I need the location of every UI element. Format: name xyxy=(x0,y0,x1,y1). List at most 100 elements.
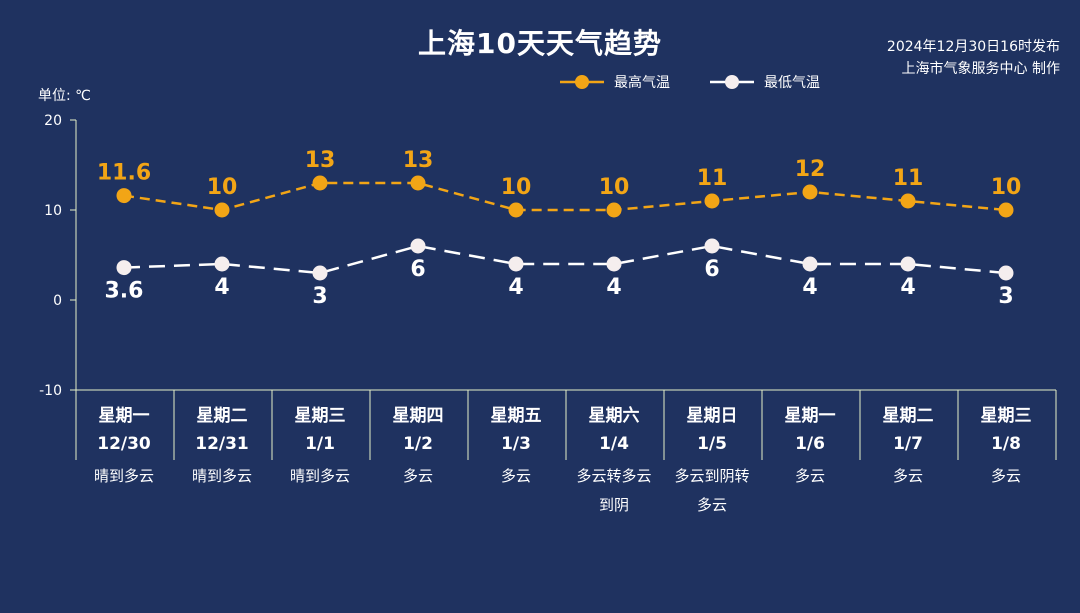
y-tick-label: 20 xyxy=(44,113,62,129)
data-label-low: 4 xyxy=(606,275,621,300)
x-tick-date: 1/5 xyxy=(697,434,727,454)
legend-low-swatch xyxy=(710,75,754,89)
x-tick-date: 12/31 xyxy=(195,434,249,454)
point-low xyxy=(410,238,426,254)
data-label-high: 10 xyxy=(991,175,1022,200)
legend-high-label: 最高气温 xyxy=(614,75,670,91)
weather-text: 多云 xyxy=(892,467,923,485)
data-label-high: 11 xyxy=(697,166,728,191)
x-tick-weekday: 星期一 xyxy=(784,406,836,426)
point-low xyxy=(312,265,328,281)
day-column: 星期二 1/7 多云 xyxy=(860,402,956,491)
y-tick-label: 0 xyxy=(53,293,62,309)
point-high xyxy=(802,184,818,200)
point-low xyxy=(606,256,622,272)
y-tick-label: 10 xyxy=(44,203,62,219)
x-tick-weekday: 星期一 xyxy=(98,406,150,426)
x-tick-weekday: 星期四 xyxy=(392,406,444,426)
weather-text: 晴到多云 xyxy=(93,467,154,485)
point-high xyxy=(312,175,328,191)
weather-text: 多云 xyxy=(794,467,825,485)
data-label-low: 3 xyxy=(998,284,1013,309)
data-label-low: 4 xyxy=(900,275,915,300)
data-label-low: 3.6 xyxy=(105,279,144,304)
legend-high-swatch xyxy=(560,75,604,89)
page-title: 上海10天天气趋势 xyxy=(418,27,662,60)
unit-label: 单位: ℃ xyxy=(38,88,91,104)
legend-low-label: 最低气温 xyxy=(764,75,820,91)
legend-item-high: 最高气温 xyxy=(560,72,670,92)
day-column: 星期四 1/2 多云 xyxy=(370,402,466,491)
data-label-low: 6 xyxy=(410,257,425,282)
day-column: 星期日 1/5 多云到阴转多云 xyxy=(664,402,760,520)
point-low xyxy=(998,265,1014,281)
data-label-low: 4 xyxy=(508,275,523,300)
data-label-high: 12 xyxy=(795,157,826,182)
x-tick-date: 1/4 xyxy=(599,434,629,454)
day-column: 星期五 1/3 多云 xyxy=(468,402,564,491)
point-high xyxy=(508,202,524,218)
weather-text: 晴到多云 xyxy=(289,467,350,485)
day-column: 星期一 12/30 晴到多云 xyxy=(76,402,172,491)
x-tick-weekday: 星期二 xyxy=(882,406,934,426)
series-line-low xyxy=(123,244,1007,275)
data-label-low: 3 xyxy=(312,284,327,309)
data-label-low: 4 xyxy=(214,275,229,300)
data-label-high: 10 xyxy=(501,175,532,200)
data-label-low: 4 xyxy=(802,275,817,300)
legend-item-low: 最低气温 xyxy=(710,72,820,92)
data-label-high: 11.6 xyxy=(97,161,151,186)
data-label-low: 6 xyxy=(704,257,719,282)
point-high xyxy=(606,202,622,218)
point-low xyxy=(802,256,818,272)
x-tick-weekday: 星期三 xyxy=(294,406,346,426)
day-column: 星期三 1/1 晴到多云 xyxy=(272,402,368,491)
x-tick-weekday: 星期五 xyxy=(490,406,542,426)
x-tick-date: 12/30 xyxy=(97,434,151,454)
x-tick-date: 1/7 xyxy=(893,434,923,454)
day-column: 星期一 1/6 多云 xyxy=(762,402,858,491)
weather-text: 多云 xyxy=(696,496,727,514)
y-tick-label: -10 xyxy=(39,383,62,399)
issue-time: 2024年12月30日16时发布 xyxy=(886,39,1060,55)
x-tick-weekday: 星期二 xyxy=(196,406,248,426)
x-tick-date: 1/6 xyxy=(795,434,825,454)
point-high xyxy=(410,175,426,191)
weather-text: 多云 xyxy=(500,467,531,485)
day-column: 星期三 1/8 多云 xyxy=(958,402,1054,491)
x-tick-date: 1/1 xyxy=(305,434,335,454)
issuer: 上海市气象服务中心 制作 xyxy=(901,61,1060,77)
weather-text: 多云 xyxy=(990,467,1021,485)
point-low xyxy=(900,256,916,272)
point-high xyxy=(998,202,1014,218)
weather-text: 多云到阴转 xyxy=(674,467,750,485)
point-low xyxy=(508,256,524,272)
data-label-high: 13 xyxy=(305,148,336,173)
weather-text: 多云 xyxy=(402,467,433,485)
x-tick-date: 1/8 xyxy=(991,434,1021,454)
x-tick-weekday: 星期日 xyxy=(686,406,738,426)
point-high xyxy=(116,188,132,204)
x-tick-date: 1/3 xyxy=(501,434,531,454)
day-column: 星期六 1/4 多云转多云到阴 xyxy=(566,402,662,520)
point-high xyxy=(900,193,916,209)
x-tick-weekday: 星期三 xyxy=(980,406,1032,426)
day-column: 星期二 12/31 晴到多云 xyxy=(174,402,270,491)
weather-text: 晴到多云 xyxy=(191,467,252,485)
weather-text: 多云转多云 xyxy=(576,467,652,485)
data-label-high: 13 xyxy=(403,148,434,173)
weather-text: 到阴 xyxy=(598,496,629,514)
data-label-high: 10 xyxy=(599,175,630,200)
point-high xyxy=(214,202,230,218)
series-line-high xyxy=(123,181,1007,212)
point-low xyxy=(214,256,230,272)
x-tick-date: 1/2 xyxy=(403,434,433,454)
issue-info: 2024年12月30日16时发布 上海市气象服务中心 制作 xyxy=(887,36,1060,80)
x-tick-weekday: 星期六 xyxy=(588,406,640,426)
point-high xyxy=(704,193,720,209)
data-label-high: 10 xyxy=(207,175,238,200)
data-label-high: 11 xyxy=(893,166,924,191)
point-low xyxy=(704,238,720,254)
